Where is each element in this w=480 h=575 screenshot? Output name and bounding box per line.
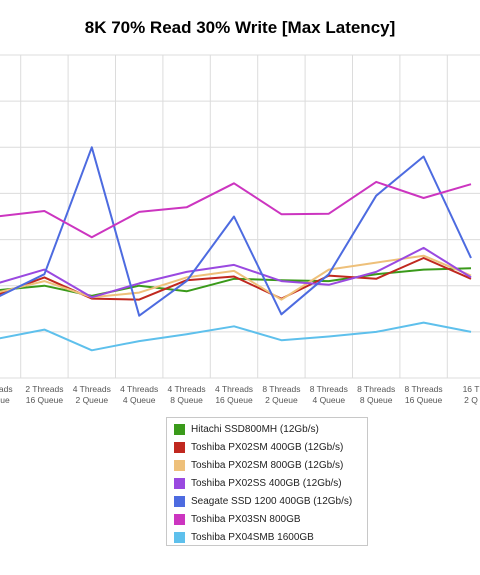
legend-swatch	[174, 495, 185, 507]
series-line	[0, 146, 472, 317]
x-tick-label-line: 8 Threads	[357, 384, 395, 394]
legend-item: Toshiba PX02SM 800GB (12Gb/s)	[174, 456, 367, 474]
x-tick-label: 4 Threads 2 Queue	[73, 384, 111, 405]
x-tick-label-line: 4 Queue	[123, 395, 156, 405]
x-tick-label: 8 Threads 4 Queue	[310, 384, 348, 405]
legend: Hitachi SSD800MH (12Gb/s) Toshiba PX02SM …	[166, 417, 368, 546]
x-tick-label-line: 4 Threads	[168, 384, 206, 394]
x-tick-label-line: 4 Queue	[312, 395, 345, 405]
x-tick-label: 8 Threads 8 Queue	[357, 384, 395, 405]
x-tick-label-line: 4 Threads	[73, 384, 111, 394]
x-tick-label-line: 8 Queue	[170, 395, 203, 405]
x-tick-label: ThreadsQueue	[0, 384, 13, 405]
x-tick-label-line: 8 Threads	[262, 384, 300, 394]
x-tick-label-line: 4 Threads	[120, 384, 158, 394]
x-tick-label-line: 8 Queue	[360, 395, 393, 405]
x-tick-label-line: 2 Q	[464, 395, 478, 405]
legend-label: Toshiba PX02SM 400GB (12Gb/s)	[191, 441, 344, 453]
chart-title: 8K 70% Read 30% Write [Max Latency]	[84, 18, 396, 37]
x-tick-label-line: 8 Threads	[405, 384, 443, 394]
legend-item: Hitachi SSD800MH (12Gb/s)	[174, 420, 367, 438]
legend-swatch	[174, 441, 185, 453]
series-line	[0, 254, 472, 301]
x-tick-label: 2 Threads 16 Queue	[25, 384, 63, 405]
x-tick-label-line: 2 Queue	[265, 395, 298, 405]
legend-item: Toshiba PX03SN 800GB	[174, 510, 367, 528]
x-tick-label: 4 Threads 16 Queue	[215, 384, 253, 405]
legend-item: Toshiba PX02SS 400GB (12Gb/s)	[174, 474, 367, 492]
legend-label: Toshiba PX03SN 800GB	[191, 513, 301, 525]
series-line	[0, 180, 472, 239]
x-tick-label-line: 16 Queue	[215, 395, 253, 405]
legend-item: Toshiba PX04SMB 1600GB	[174, 528, 367, 546]
x-tick-label: 8 Threads 16 Queue	[405, 384, 443, 405]
x-tick-label: 8 Threads 2 Queue	[262, 384, 300, 405]
legend-label: Hitachi SSD800MH (12Gb/s)	[191, 423, 319, 435]
legend-item: Seagate SSD 1200 400GB (12Gb/s)	[174, 492, 367, 510]
legend-swatch	[174, 513, 185, 525]
x-tick-label-line: Threads	[0, 384, 13, 394]
x-tick-label-line: 16 Queue	[26, 395, 64, 405]
legend-swatch	[174, 531, 185, 543]
x-tick-label-line: Queue	[0, 395, 10, 405]
gridlines	[0, 54, 480, 379]
legend-label: Toshiba PX02SS 400GB (12Gb/s)	[191, 477, 342, 489]
series-line	[0, 246, 472, 299]
x-tick-label-line: 2 Queue	[75, 395, 108, 405]
legend-swatch	[174, 477, 185, 489]
x-tick-label-line: 4 Threads	[215, 384, 253, 394]
legend-label: Toshiba PX04SMB 1600GB	[191, 531, 314, 543]
x-tick-label: 4 Threads 8 Queue	[168, 384, 206, 405]
x-tick-label-line: 16 T	[463, 384, 480, 394]
legend-label: Seagate SSD 1200 400GB (12Gb/s)	[191, 495, 353, 507]
legend-swatch	[174, 423, 185, 435]
legend-item: Toshiba PX02SM 400GB (12Gb/s)	[174, 438, 367, 456]
x-tick-label: 4 Threads 4 Queue	[120, 384, 158, 405]
x-tick-label-line: 16 Queue	[405, 395, 443, 405]
legend-label: Toshiba PX02SM 800GB (12Gb/s)	[191, 459, 344, 471]
legend-swatch	[174, 459, 185, 471]
x-tick-label-line: 2 Threads	[25, 384, 63, 394]
x-tick-label-line: 8 Threads	[310, 384, 348, 394]
series-line	[0, 321, 472, 352]
